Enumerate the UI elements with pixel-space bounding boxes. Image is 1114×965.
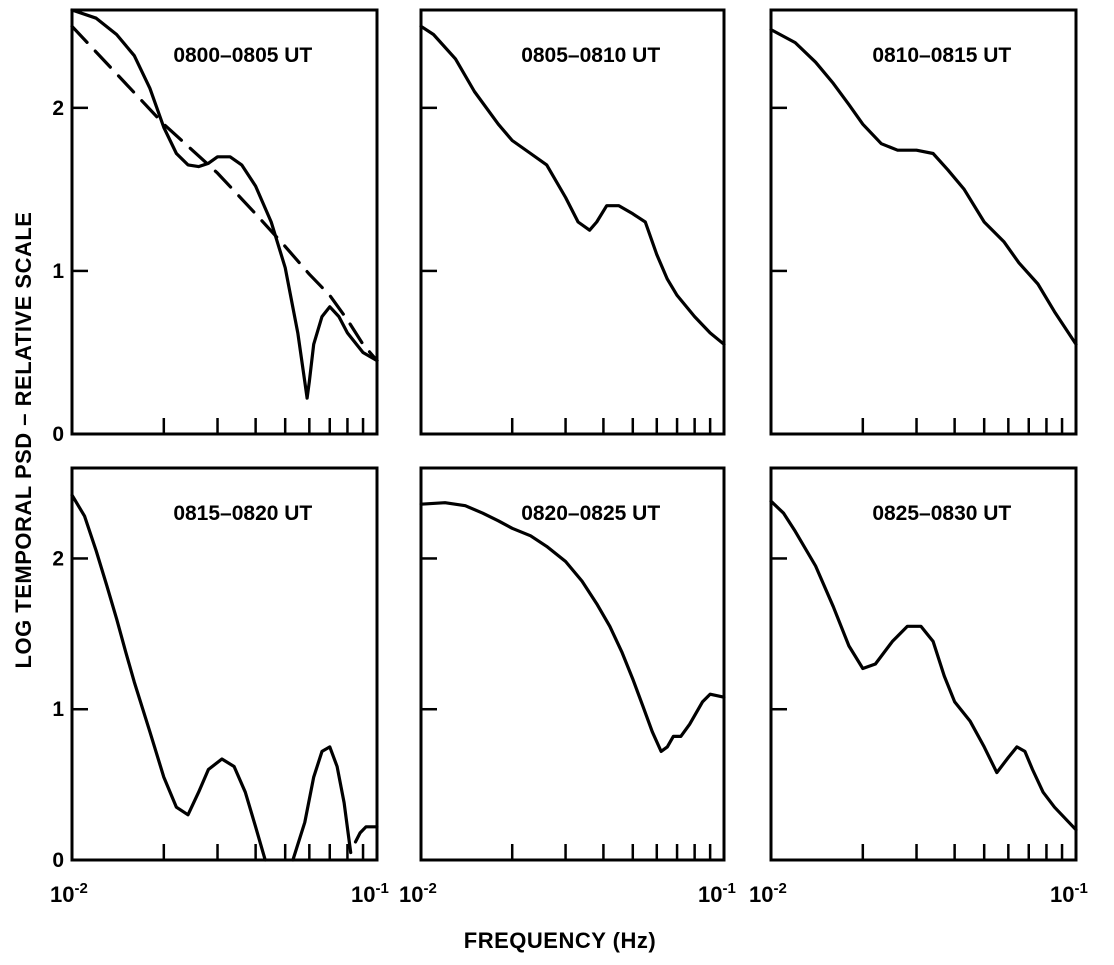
psd-line <box>70 493 267 862</box>
y-axis-label: LOG TEMPORAL PSD – RELATIVE SCALE <box>11 211 36 669</box>
x-tick-label: 10-1 <box>698 880 736 907</box>
y-axis-label-container: LOG TEMPORAL PSD – RELATIVE SCALE <box>0 0 40 965</box>
panel-frame <box>419 466 726 862</box>
x-tick-label: 10-2 <box>749 880 787 907</box>
x-axis-label: FREQUENCY (Hz) <box>463 928 657 953</box>
y-tick-label: 2 <box>52 547 64 570</box>
y-tick-label: 2 <box>52 97 64 120</box>
psd-line <box>70 8 379 400</box>
panel-frame <box>769 8 1078 436</box>
panel-title: 0820–0825 UT <box>521 502 660 525</box>
dashed-fit-line <box>70 24 379 363</box>
panel-frame <box>419 8 726 436</box>
x-tick-label: 10-2 <box>399 880 437 907</box>
y-tick-label: 0 <box>52 423 64 446</box>
x-tick-label: 10-2 <box>50 880 88 907</box>
panel-title: 0805–0810 UT <box>521 44 660 67</box>
psd-line <box>353 825 379 844</box>
y-tick-label: 0 <box>52 849 64 872</box>
psd-line <box>769 28 1078 346</box>
psd-line <box>419 501 726 753</box>
psd-line <box>769 499 1078 832</box>
panel-frame <box>769 466 1078 862</box>
panel-title: 0810–0815 UT <box>872 44 1011 67</box>
x-tick-label: 10-1 <box>1050 880 1088 907</box>
x-tick-label: 10-1 <box>351 880 389 907</box>
psd-line <box>291 745 353 862</box>
psd-line <box>419 24 726 346</box>
panel-title: 0800–0805 UT <box>173 44 312 67</box>
y-tick-label: 1 <box>52 260 64 283</box>
panel-frame <box>70 466 379 862</box>
y-tick-label: 1 <box>52 698 64 721</box>
panel-title: 0815–0820 UT <box>173 502 312 525</box>
panel-title: 0825–0830 UT <box>872 502 1011 525</box>
panel-frame <box>70 8 379 436</box>
